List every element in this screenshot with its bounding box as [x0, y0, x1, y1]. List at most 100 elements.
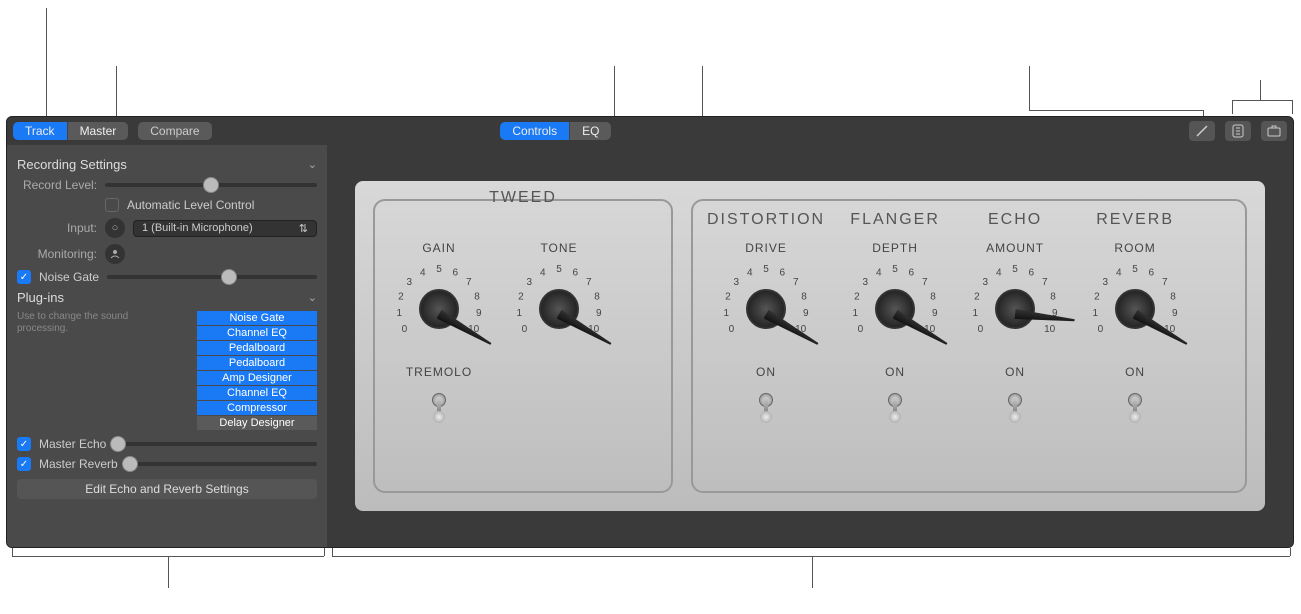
input-value: 1 (Built-in Microphone): [142, 222, 253, 234]
plugin-item[interactable]: Pedalboard: [197, 356, 317, 370]
monitoring-label: Monitoring:: [17, 247, 97, 261]
section-title: Recording Settings: [17, 157, 127, 172]
effect-title: ECHO: [988, 211, 1042, 229]
knob-label: DEPTH: [872, 241, 918, 255]
callout-line: [702, 66, 703, 116]
tremolo-toggle[interactable]: [428, 385, 450, 419]
callout-line: [1260, 80, 1261, 100]
recording-settings-header[interactable]: Recording Settings ⌄: [17, 157, 317, 172]
callout-line: [614, 66, 615, 116]
knob-label: TONE: [540, 241, 577, 255]
amount-knob[interactable]: 012345678910: [965, 259, 1065, 359]
section-title: TWEED: [489, 189, 557, 207]
echo-toggle[interactable]: [1004, 385, 1026, 419]
callout-line: [1232, 100, 1233, 114]
auto-level-checkbox[interactable]: [105, 198, 119, 212]
svg-text:3: 3: [1103, 277, 1109, 288]
svg-text:5: 5: [892, 264, 898, 275]
plugin-item[interactable]: Noise Gate: [197, 311, 317, 325]
plugin-view-icon[interactable]: [1225, 121, 1251, 141]
plugin-item[interactable]: Delay Designer: [197, 416, 317, 430]
svg-text:4: 4: [420, 267, 426, 278]
svg-text:2: 2: [854, 292, 860, 303]
flanger-toggle[interactable]: [884, 385, 906, 419]
plugin-item[interactable]: Channel EQ: [197, 326, 317, 340]
svg-text:7: 7: [793, 277, 799, 288]
svg-text:2: 2: [974, 292, 980, 303]
master-reverb-slider[interactable]: [126, 462, 317, 466]
knob-label: AMOUNT: [986, 241, 1044, 255]
svg-text:6: 6: [1149, 267, 1155, 278]
svg-text:4: 4: [747, 267, 753, 278]
controls-tab[interactable]: Controls: [500, 122, 570, 140]
svg-text:3: 3: [406, 277, 412, 288]
callout-line: [1290, 548, 1291, 556]
svg-text:9: 9: [596, 308, 602, 319]
master-echo-checkbox[interactable]: ✓: [17, 437, 31, 451]
svg-text:3: 3: [863, 277, 869, 288]
svg-text:0: 0: [1098, 324, 1104, 335]
toolbox-icon[interactable]: [1261, 121, 1287, 141]
callout-line: [1029, 110, 1203, 111]
svg-text:9: 9: [932, 308, 938, 319]
toggle-label: ON: [1125, 365, 1145, 379]
svg-text:6: 6: [572, 267, 578, 278]
track-master-segment: Track Master: [13, 122, 128, 140]
plugin-item[interactable]: Pedalboard: [197, 341, 317, 355]
compare-button[interactable]: Compare: [138, 122, 211, 140]
depth-knob[interactable]: 012345678910: [845, 259, 945, 359]
callout-line: [1232, 100, 1292, 101]
master-tab[interactable]: Master: [68, 122, 129, 140]
plugins-hint: Use to change the sound processing.: [17, 311, 147, 335]
drive-knob[interactable]: 012345678910: [716, 259, 816, 359]
effects-section: DISTORTION DRIVE 012345678910 ON FLANGER…: [691, 199, 1247, 493]
distortion-toggle[interactable]: [755, 385, 777, 419]
plugin-item[interactable]: Amp Designer: [197, 371, 317, 385]
gain-knob[interactable]: 012345678910: [389, 259, 489, 359]
chevron-down-icon[interactable]: ⌄: [308, 158, 317, 171]
chevron-down-icon[interactable]: ⌄: [308, 291, 317, 304]
callout-line: [12, 548, 13, 556]
tuner-icon[interactable]: [1189, 121, 1215, 141]
tweed-section: TWEED GAIN 012345678910 TREMOLO TONE 012…: [373, 199, 673, 493]
noise-gate-checkbox[interactable]: ✓: [17, 270, 31, 284]
monitoring-button[interactable]: [105, 244, 125, 264]
effect-title: DISTORTION: [707, 211, 825, 229]
toggle-label: ON: [885, 365, 905, 379]
callout-line: [332, 548, 333, 556]
plugin-item[interactable]: Channel EQ: [197, 386, 317, 400]
callout-line: [1029, 66, 1030, 110]
svg-text:3: 3: [983, 277, 989, 288]
eq-tab[interactable]: EQ: [570, 122, 611, 140]
tone-knob[interactable]: 012345678910: [509, 259, 609, 359]
reverb-toggle[interactable]: [1124, 385, 1146, 419]
master-echo-slider[interactable]: [114, 442, 317, 446]
track-tab[interactable]: Track: [13, 122, 68, 140]
toggle-label: ON: [1005, 365, 1025, 379]
svg-text:2: 2: [1094, 292, 1100, 303]
room-knob[interactable]: 012345678910: [1085, 259, 1185, 359]
svg-text:6: 6: [909, 267, 915, 278]
callout-line: [46, 8, 47, 116]
svg-text:8: 8: [801, 292, 807, 303]
noise-gate-slider[interactable]: [107, 275, 317, 279]
svg-text:1: 1: [853, 308, 859, 319]
input-light-icon[interactable]: ○: [105, 218, 125, 238]
plugins-header[interactable]: Plug-ins ⌄: [17, 290, 317, 305]
popup-arrows-icon: ⇅: [299, 222, 308, 235]
plugin-item[interactable]: Compressor: [197, 401, 317, 415]
smart-controls-window: Track Master Compare Controls EQ Recordi…: [6, 116, 1294, 548]
svg-text:4: 4: [996, 267, 1002, 278]
amp-panel: TWEED GAIN 012345678910 TREMOLO TONE 012…: [355, 181, 1265, 511]
edit-echo-reverb-button[interactable]: Edit Echo and Reverb Settings: [17, 479, 317, 499]
auto-level-label: Automatic Level Control: [127, 198, 254, 212]
svg-text:9: 9: [476, 308, 482, 319]
svg-text:8: 8: [594, 292, 600, 303]
input-popup[interactable]: 1 (Built-in Microphone) ⇅: [133, 220, 317, 237]
record-level-slider[interactable]: [105, 183, 317, 187]
callout-line: [812, 556, 813, 588]
effect-title: REVERB: [1096, 211, 1174, 229]
svg-text:7: 7: [1042, 277, 1048, 288]
master-reverb-checkbox[interactable]: ✓: [17, 457, 31, 471]
master-reverb-label: Master Reverb: [39, 457, 118, 471]
